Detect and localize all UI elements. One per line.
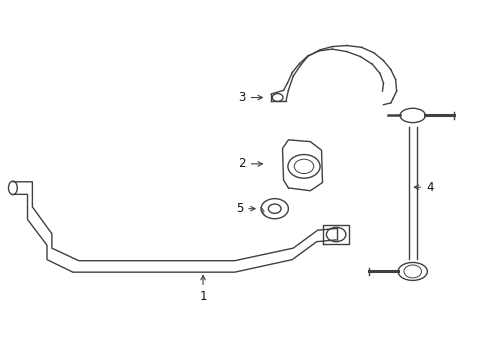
Text: 3: 3 [238, 91, 262, 104]
Text: 1: 1 [199, 275, 206, 303]
Text: 4: 4 [413, 181, 433, 194]
Text: 5: 5 [235, 202, 255, 215]
Text: 2: 2 [238, 157, 262, 170]
